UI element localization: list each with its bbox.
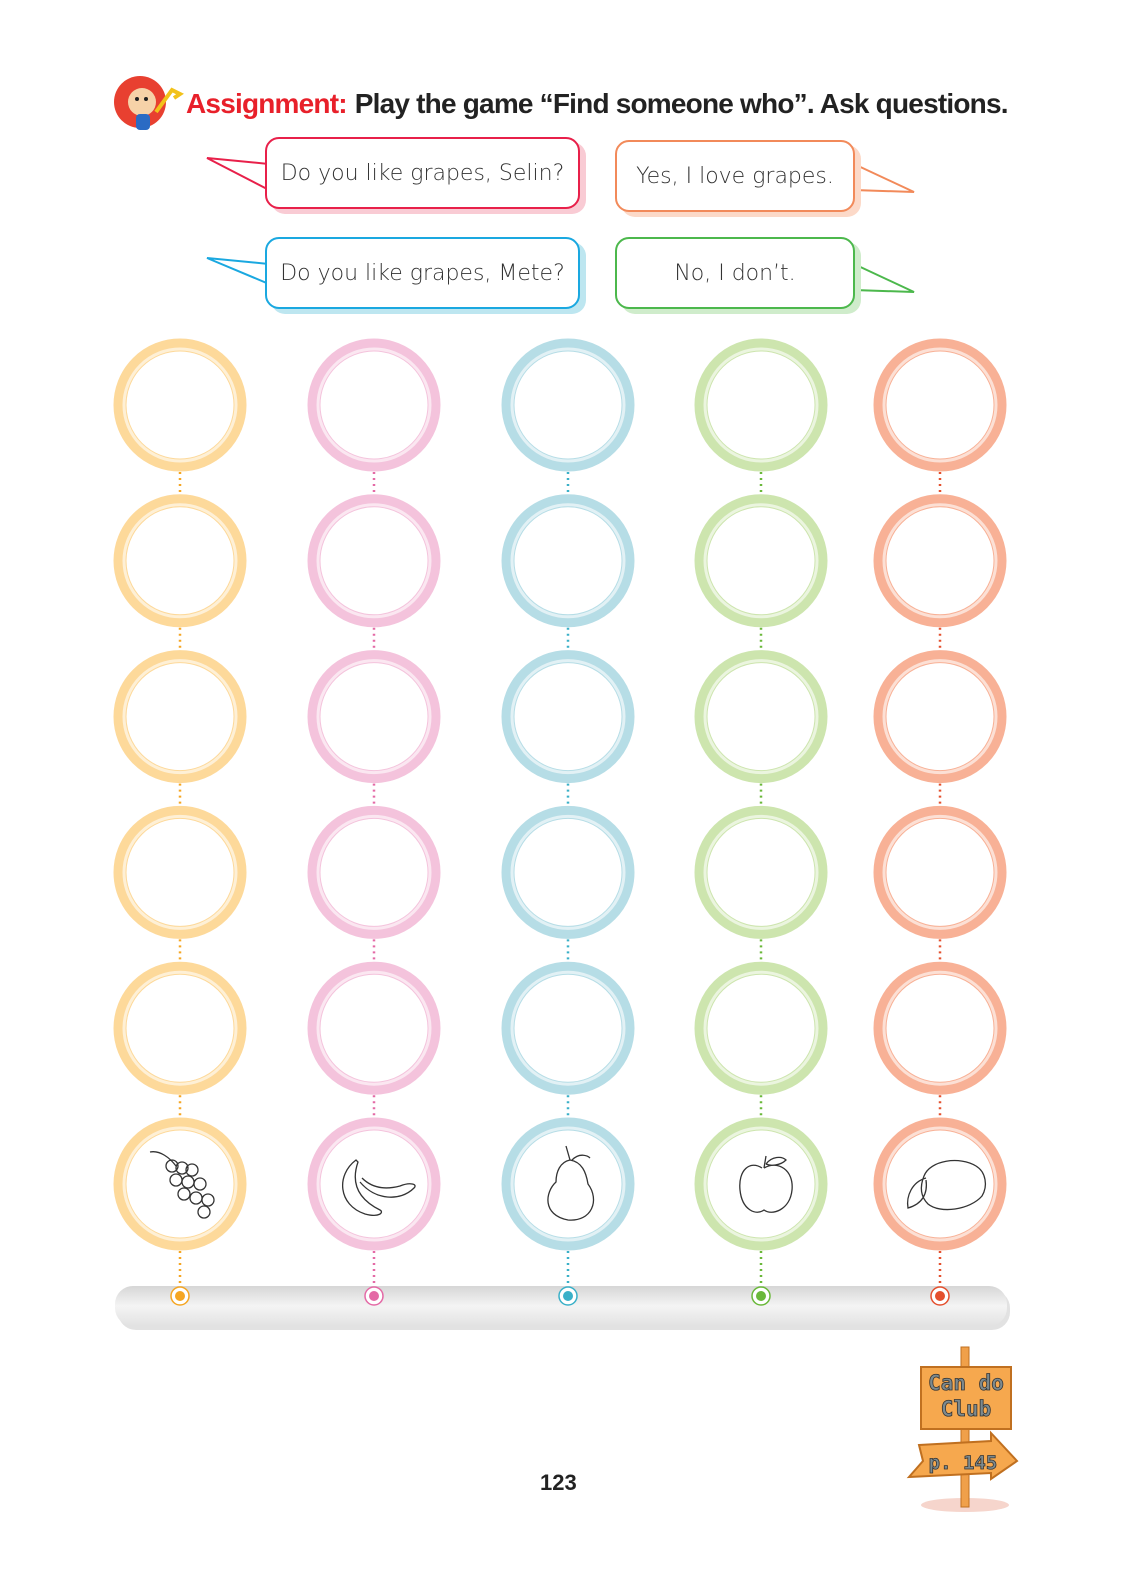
assignment-instruction: Play the game “Find someone who”. Ask qu… [354,88,1009,119]
speech-bubble-answer-no: No, I don’t. [615,237,855,309]
bubble-text: Do you like grapes, Mete? [280,260,565,286]
circle-highlight [316,659,432,775]
answer-circle[interactable] [694,961,828,1095]
circle-highlight [316,970,432,1086]
bar-dot [756,1291,766,1301]
circle-highlight [122,814,238,930]
circle-highlight [882,503,998,619]
assignment-label: Assignment: [186,88,348,119]
answer-circle[interactable] [113,650,247,784]
circle-highlight [882,347,998,463]
answer-circle[interactable] [873,805,1007,939]
banana-icon [342,1159,416,1216]
grapes-icon [149,1151,215,1219]
apple-icon [739,1155,793,1213]
circle-highlight [510,814,626,930]
column-apple [694,338,828,1306]
speech-bubble-question-selin: Do you like grapes, Selin? [265,137,580,209]
answer-circle[interactable] [113,338,247,472]
answer-circle[interactable] [307,650,441,784]
circle-highlight [316,503,432,619]
lemon-icon [906,1159,987,1211]
answer-circle[interactable] [113,805,247,939]
column-grapes [113,338,247,1306]
circle-highlight [882,659,998,775]
bubble-text: Do you like grapes, Selin? [280,160,565,186]
answer-circle[interactable] [694,805,828,939]
circle-highlight [122,1126,238,1242]
assignment-heading: Assignment: Play the game “Find someone w… [186,88,1009,120]
circle-highlight [316,347,432,463]
circle-highlight [882,970,998,1086]
circle-highlight [703,814,819,930]
circle-highlight [882,814,998,930]
find-someone-grid [113,338,1010,1330]
circle-highlight [122,659,238,775]
answer-circle[interactable] [501,961,635,1095]
answer-circle[interactable] [113,494,247,628]
circle-highlight [703,503,819,619]
answer-circle[interactable] [501,494,635,628]
bubble-text: No, I don’t. [674,260,796,286]
bubble-text: Yes, I love grapes. [636,163,834,189]
circle-highlight [703,970,819,1086]
speech-bubble-answer-yes: Yes, I love grapes. [615,140,855,212]
answer-circle[interactable] [873,650,1007,784]
circle-highlight [510,347,626,463]
circle-highlight [122,970,238,1086]
answer-circle[interactable] [307,338,441,472]
column-banana [307,338,441,1306]
bar-dot [369,1291,379,1301]
answer-circle[interactable] [501,650,635,784]
answer-circle[interactable] [694,494,828,628]
bar-dot [935,1291,945,1301]
page-number: 123 [540,1470,577,1495]
answer-circle[interactable] [694,338,828,472]
circle-highlight [122,503,238,619]
column-lemon [873,338,1007,1306]
pear-icon [547,1145,595,1221]
circle-highlight [510,1126,626,1242]
circle-highlight [510,503,626,619]
circle-highlight [703,659,819,775]
answer-circle[interactable] [873,961,1007,1095]
circle-highlight [510,970,626,1086]
base-bar [115,1286,1007,1326]
answer-circle[interactable] [501,805,635,939]
speech-bubble-question-mete: Do you like grapes, Mete? [265,237,580,309]
circle-highlight [882,1126,998,1242]
bar-dot [175,1291,185,1301]
answer-circle[interactable] [307,961,441,1095]
hedgehog-mascot-icon [114,76,184,130]
answer-circle[interactable] [873,338,1007,472]
circle-highlight [703,1126,819,1242]
answer-circle[interactable] [873,494,1007,628]
can-do-club-title: Can do Club [928,1371,1005,1422]
circle-highlight [316,1126,432,1242]
circle-highlight [316,814,432,930]
answer-circle[interactable] [113,961,247,1095]
can-do-club-page: p. 145 [928,1452,998,1475]
column-pear [501,338,635,1306]
answer-circle[interactable] [501,338,635,472]
circle-highlight [122,347,238,463]
answer-circle[interactable] [307,494,441,628]
can-do-club-signpost [906,1346,1019,1512]
answer-circle[interactable] [694,650,828,784]
bar-dot [563,1291,573,1301]
answer-circle[interactable] [307,805,441,939]
circle-highlight [703,347,819,463]
fruit-circle [307,1117,441,1251]
circle-highlight [510,659,626,775]
